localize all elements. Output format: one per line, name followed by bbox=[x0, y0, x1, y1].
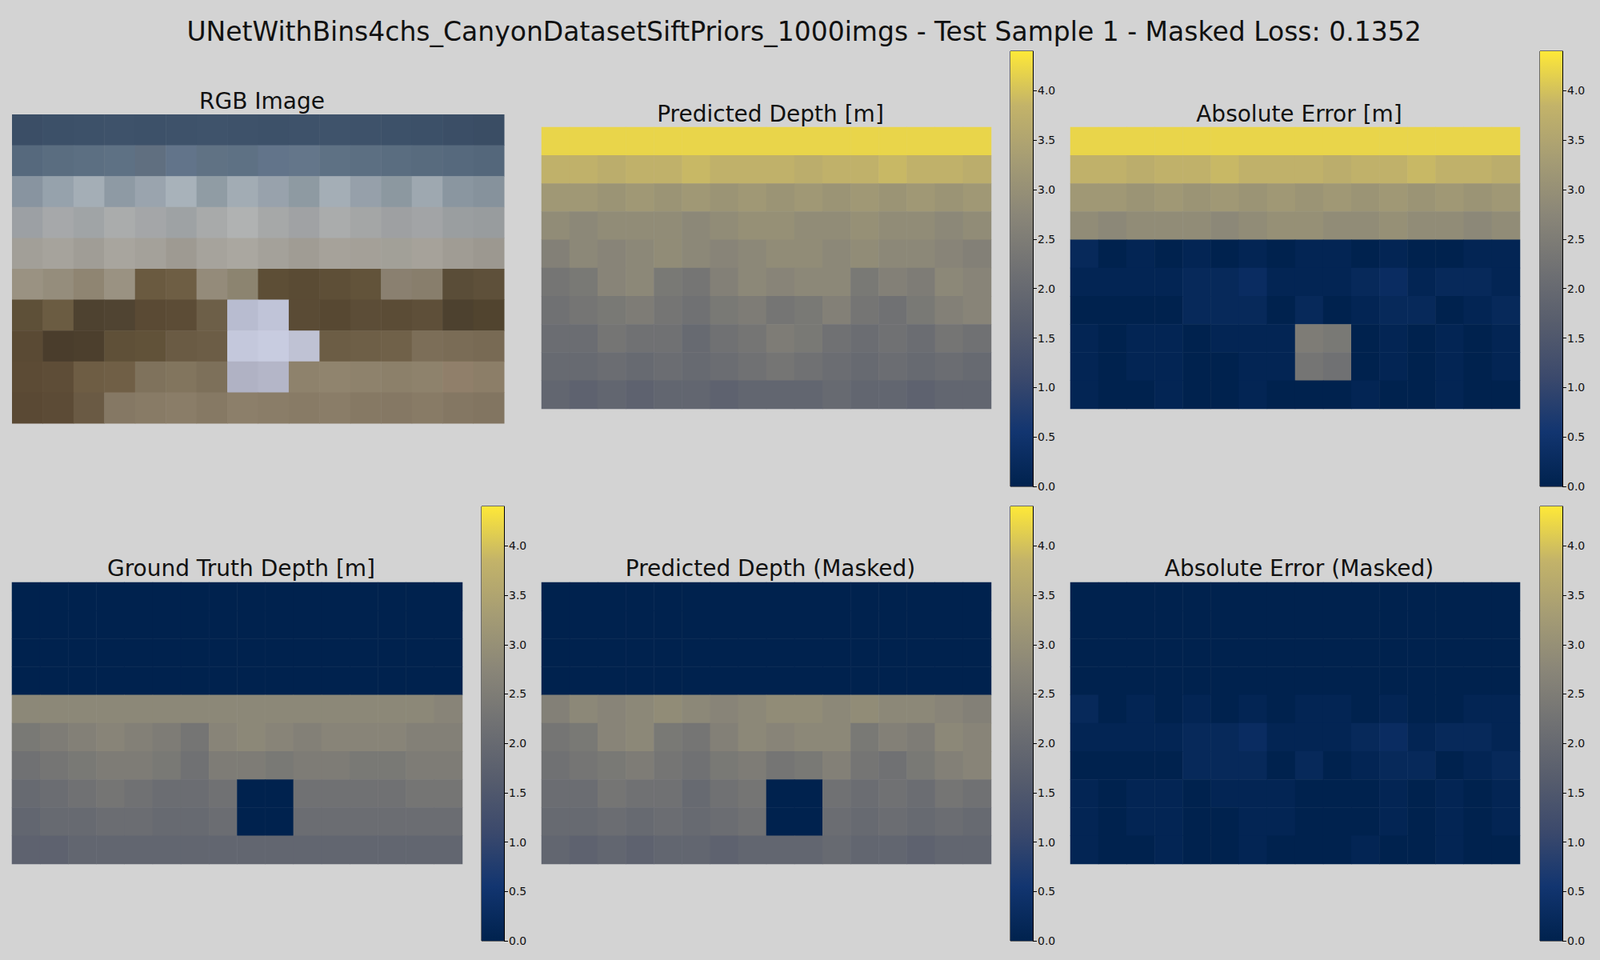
svg-text:3.0: 3.0 bbox=[1037, 183, 1056, 196]
svg-text:2.0: 2.0 bbox=[1567, 282, 1585, 296]
svg-text:0.5: 0.5 bbox=[1567, 884, 1585, 898]
svg-text:0.0: 0.0 bbox=[1037, 934, 1056, 948]
svg-text:0.0: 0.0 bbox=[508, 934, 527, 948]
svg-text:1.0: 1.0 bbox=[1037, 380, 1056, 394]
svg-text:Predicted Depth [m]: Predicted Depth [m] bbox=[656, 100, 884, 128]
svg-text:1.5: 1.5 bbox=[1037, 786, 1056, 800]
svg-text:3.0: 3.0 bbox=[1037, 638, 1056, 652]
svg-text:2.0: 2.0 bbox=[1567, 736, 1585, 750]
svg-text:0.5: 0.5 bbox=[508, 884, 527, 898]
svg-text:0.5: 0.5 bbox=[1567, 430, 1585, 444]
svg-text:2.5: 2.5 bbox=[1037, 232, 1056, 246]
svg-text:2.0: 2.0 bbox=[1037, 282, 1056, 296]
svg-text:3.5: 3.5 bbox=[1567, 133, 1585, 147]
svg-text:0.5: 0.5 bbox=[1037, 884, 1056, 898]
svg-text:1.0: 1.0 bbox=[1567, 836, 1585, 849]
svg-text:4.0: 4.0 bbox=[508, 539, 527, 552]
svg-text:2.0: 2.0 bbox=[508, 736, 527, 750]
svg-text:0.5: 0.5 bbox=[1037, 430, 1056, 444]
svg-text:1.0: 1.0 bbox=[1567, 380, 1585, 394]
svg-text:2.5: 2.5 bbox=[1567, 687, 1585, 700]
svg-text:UNetWithBins4chs_CanyonDataset: UNetWithBins4chs_CanyonDatasetSiftPriors… bbox=[186, 16, 1421, 48]
svg-text:1.5: 1.5 bbox=[1567, 332, 1585, 345]
svg-text:2.5: 2.5 bbox=[1037, 687, 1056, 700]
svg-text:3.0: 3.0 bbox=[1567, 183, 1585, 196]
svg-text:2.5: 2.5 bbox=[508, 687, 527, 700]
svg-text:2.5: 2.5 bbox=[1567, 232, 1585, 246]
svg-text:1.5: 1.5 bbox=[508, 786, 527, 800]
svg-text:0.0: 0.0 bbox=[1567, 480, 1585, 493]
svg-text:Absolute Error (Masked): Absolute Error (Masked) bbox=[1164, 555, 1434, 582]
svg-text:Absolute Error [m]: Absolute Error [m] bbox=[1196, 100, 1403, 128]
svg-text:0.0: 0.0 bbox=[1567, 934, 1585, 948]
svg-text:3.5: 3.5 bbox=[508, 588, 527, 602]
svg-text:3.5: 3.5 bbox=[1567, 588, 1585, 602]
svg-text:3.0: 3.0 bbox=[1567, 638, 1585, 652]
svg-text:3.5: 3.5 bbox=[1037, 588, 1056, 602]
svg-text:3.5: 3.5 bbox=[1037, 133, 1056, 147]
svg-text:4.0: 4.0 bbox=[1567, 84, 1585, 97]
svg-text:1.0: 1.0 bbox=[1037, 836, 1056, 849]
svg-text:2.0: 2.0 bbox=[1037, 736, 1056, 750]
svg-text:1.5: 1.5 bbox=[1567, 786, 1585, 800]
svg-text:3.0: 3.0 bbox=[508, 638, 527, 652]
svg-text:4.0: 4.0 bbox=[1037, 84, 1056, 97]
svg-text:Ground Truth Depth [m]: Ground Truth Depth [m] bbox=[107, 555, 376, 582]
svg-text:0.0: 0.0 bbox=[1037, 480, 1056, 493]
svg-text:RGB Image: RGB Image bbox=[199, 88, 325, 115]
svg-text:Predicted Depth (Masked): Predicted Depth (Masked) bbox=[625, 555, 916, 582]
svg-text:4.0: 4.0 bbox=[1567, 539, 1585, 552]
svg-text:4.0: 4.0 bbox=[1037, 539, 1056, 552]
svg-text:1.5: 1.5 bbox=[1037, 332, 1056, 345]
svg-text:1.0: 1.0 bbox=[508, 836, 527, 849]
